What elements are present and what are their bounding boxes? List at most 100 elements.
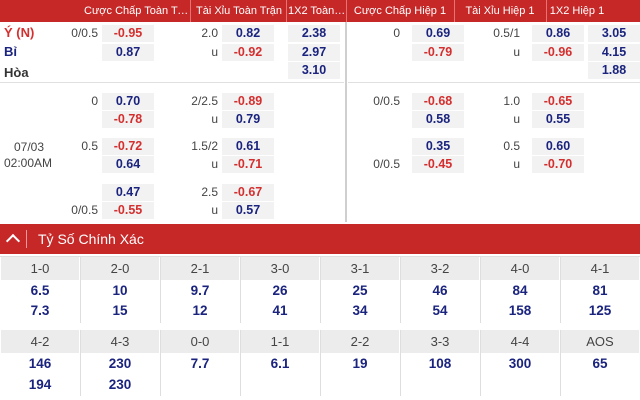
h1-ou-odds[interactable]: -0.65 xyxy=(532,93,584,110)
h1-handicap-odds[interactable]: -0.79 xyxy=(412,44,464,61)
grid-line xyxy=(560,257,561,323)
score-odds[interactable]: 81 xyxy=(592,283,608,298)
grid-line xyxy=(400,257,401,323)
header-ft-over-under[interactable]: Tài Xỉu Toàn Trận xyxy=(195,5,282,17)
score-odds[interactable]: 10 xyxy=(112,283,128,298)
h1-handicap-odds[interactable]: 0.69 xyxy=(412,25,464,42)
score-odds[interactable]: 25 xyxy=(352,283,368,298)
h1-ou-line: u xyxy=(513,157,520,171)
header-h1-over-under[interactable]: Tài Xỉu Hiệp 1 xyxy=(465,5,535,17)
score-label: 4-3 xyxy=(81,330,159,353)
score-odds[interactable]: 194 xyxy=(28,377,52,392)
header-h1-1x2[interactable]: 1X2 Hiệp 1 xyxy=(549,5,605,17)
ft-ou-odds[interactable]: 0.82 xyxy=(222,25,274,42)
away-team-name: Bỉ xyxy=(4,44,17,59)
h1-handicap-line: 0 xyxy=(393,26,400,40)
ft-handicap-odds[interactable]: -0.78 xyxy=(102,111,154,128)
ft-ou-odds[interactable]: -0.92 xyxy=(222,44,274,61)
ft-ou-odds[interactable]: 0.79 xyxy=(222,111,274,128)
score-label: 1-0 xyxy=(1,257,79,280)
h1-ou-odds[interactable]: 0.55 xyxy=(532,111,584,128)
score-odds[interactable]: 19 xyxy=(352,356,368,371)
score-label: AOS xyxy=(561,330,639,353)
score-odds[interactable]: 6.1 xyxy=(270,356,290,371)
h1-1x2-odds[interactable]: 1.88 xyxy=(588,62,640,79)
ft-ou-odds[interactable]: 0.61 xyxy=(222,138,274,155)
score-label: 2-1 xyxy=(161,257,239,280)
ft-handicap-odds[interactable]: 0.70 xyxy=(102,93,154,110)
h1-handicap-odds[interactable]: 0.58 xyxy=(412,111,464,128)
h1-1x2-odds[interactable]: 3.05 xyxy=(588,25,640,42)
ft-handicap-line: 0/0.5 xyxy=(71,26,98,40)
score-label: 2-0 xyxy=(81,257,159,280)
ft-1x2-odds[interactable]: 3.10 xyxy=(288,62,340,79)
score-label: 4-4 xyxy=(481,330,559,353)
score-odds[interactable]: 34 xyxy=(352,303,368,318)
score-odds[interactable]: 65 xyxy=(592,356,608,371)
header-divider xyxy=(546,0,547,22)
header-divider xyxy=(190,0,191,22)
h1-ou-line: 0.5/1 xyxy=(493,26,520,40)
header-ft-1x2[interactable]: 1X2 Toàn Trận xyxy=(288,5,346,17)
header-ft-handicap[interactable]: Cược Chấp Toàn Trận xyxy=(84,5,190,17)
ft-handicap-odds[interactable]: -0.55 xyxy=(102,202,154,219)
ft-ou-odds[interactable]: -0.67 xyxy=(222,184,274,201)
grid-line xyxy=(0,256,640,257)
grid-line xyxy=(80,330,81,396)
h1-handicap-odds[interactable]: 0.35 xyxy=(412,138,464,155)
score-odds[interactable]: 12 xyxy=(192,303,208,318)
ft-ou-line: 2/2.5 xyxy=(191,94,218,108)
ft-1x2-odds[interactable]: 2.38 xyxy=(288,25,340,42)
score-odds[interactable]: 41 xyxy=(272,303,288,318)
ft-handicap-odds[interactable]: 0.64 xyxy=(102,156,154,173)
score-label: 1-1 xyxy=(241,330,319,353)
row-divider xyxy=(0,82,344,83)
score-odds[interactable]: 230 xyxy=(108,377,132,392)
ft-handicap-odds[interactable]: -0.72 xyxy=(102,138,154,155)
score-odds[interactable]: 125 xyxy=(588,303,612,318)
score-odds[interactable]: 7.7 xyxy=(190,356,210,371)
h1-ou-line: u xyxy=(513,112,520,126)
score-odds[interactable]: 9.7 xyxy=(190,283,210,298)
score-odds[interactable]: 158 xyxy=(508,303,532,318)
correct-score-section-bar[interactable]: Tỷ Số Chính Xác xyxy=(0,224,640,254)
h1-handicap-odds[interactable]: -0.45 xyxy=(412,156,464,173)
h1-ou-line: 1.0 xyxy=(503,94,520,108)
ft-handicap-odds[interactable]: 0.47 xyxy=(102,184,154,201)
score-odds[interactable]: 108 xyxy=(428,356,452,371)
ft-ou-line: u xyxy=(211,112,218,126)
score-odds[interactable]: 230 xyxy=(108,356,132,371)
score-label: 2-2 xyxy=(321,330,399,353)
ft-ou-odds[interactable]: -0.71 xyxy=(222,156,274,173)
h1-1x2-odds[interactable]: 4.15 xyxy=(588,44,640,61)
h1-ou-odds[interactable]: 0.60 xyxy=(532,138,584,155)
score-odds[interactable]: 15 xyxy=(112,303,128,318)
h1-ou-odds[interactable]: 0.86 xyxy=(532,25,584,42)
h1-ou-odds[interactable]: -0.70 xyxy=(532,156,584,173)
header-divider xyxy=(286,0,287,22)
ft-handicap-odds[interactable]: -0.95 xyxy=(102,25,154,42)
half-divider xyxy=(345,22,347,222)
score-odds[interactable]: 84 xyxy=(512,283,528,298)
ft-ou-odds[interactable]: -0.89 xyxy=(222,93,274,110)
ft-1x2-odds[interactable]: 2.97 xyxy=(288,44,340,61)
chevron-up-icon[interactable] xyxy=(5,233,21,249)
score-odds[interactable]: 300 xyxy=(508,356,532,371)
score-odds[interactable]: 146 xyxy=(28,356,52,371)
ft-handicap-odds[interactable]: 0.87 xyxy=(102,44,154,61)
score-odds[interactable]: 6.5 xyxy=(30,283,50,298)
grid-line xyxy=(480,257,481,323)
ft-ou-line: 2.5 xyxy=(201,185,218,199)
grid-line xyxy=(400,330,401,396)
grid-line xyxy=(240,330,241,396)
h1-handicap-odds[interactable]: -0.68 xyxy=(412,93,464,110)
home-team-name: Ý (N) xyxy=(4,25,35,40)
score-odds[interactable]: 26 xyxy=(272,283,288,298)
score-odds[interactable]: 54 xyxy=(432,303,448,318)
header-h1-handicap[interactable]: Cược Chấp Hiệp 1 xyxy=(353,5,447,17)
score-odds[interactable]: 7.3 xyxy=(30,303,50,318)
ft-ou-odds[interactable]: 0.57 xyxy=(222,202,274,219)
score-label: 3-2 xyxy=(401,257,479,280)
h1-ou-odds[interactable]: -0.96 xyxy=(532,44,584,61)
score-odds[interactable]: 46 xyxy=(432,283,448,298)
